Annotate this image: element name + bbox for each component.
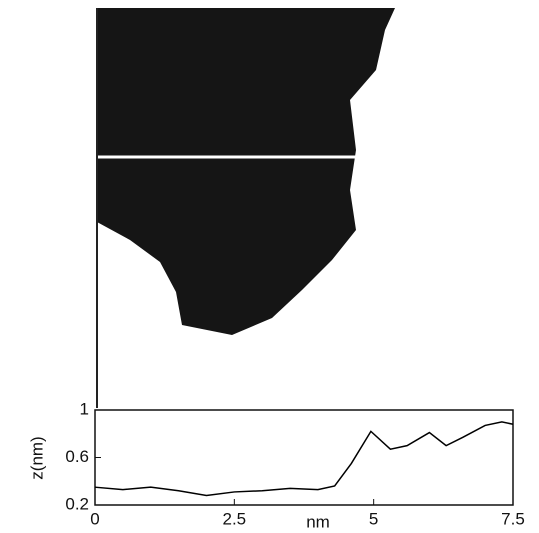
y-tick-label: 0.6 [65,447,89,466]
stm-image [96,8,395,408]
y-tick-label: 1 [80,399,89,418]
x-tick-label: 0 [90,509,99,528]
y-axis-label: z(nm) [27,436,46,479]
plot-frame [94,409,514,506]
y-tick-label: 0.2 [65,494,89,513]
x-tick-label: 2.5 [223,509,247,528]
x-tick-label: 5 [369,509,378,528]
dark-region [97,8,395,335]
profile-line [94,421,514,497]
x-tick-label: 7.5 [501,509,525,528]
x-axis-label: nm [306,512,330,531]
